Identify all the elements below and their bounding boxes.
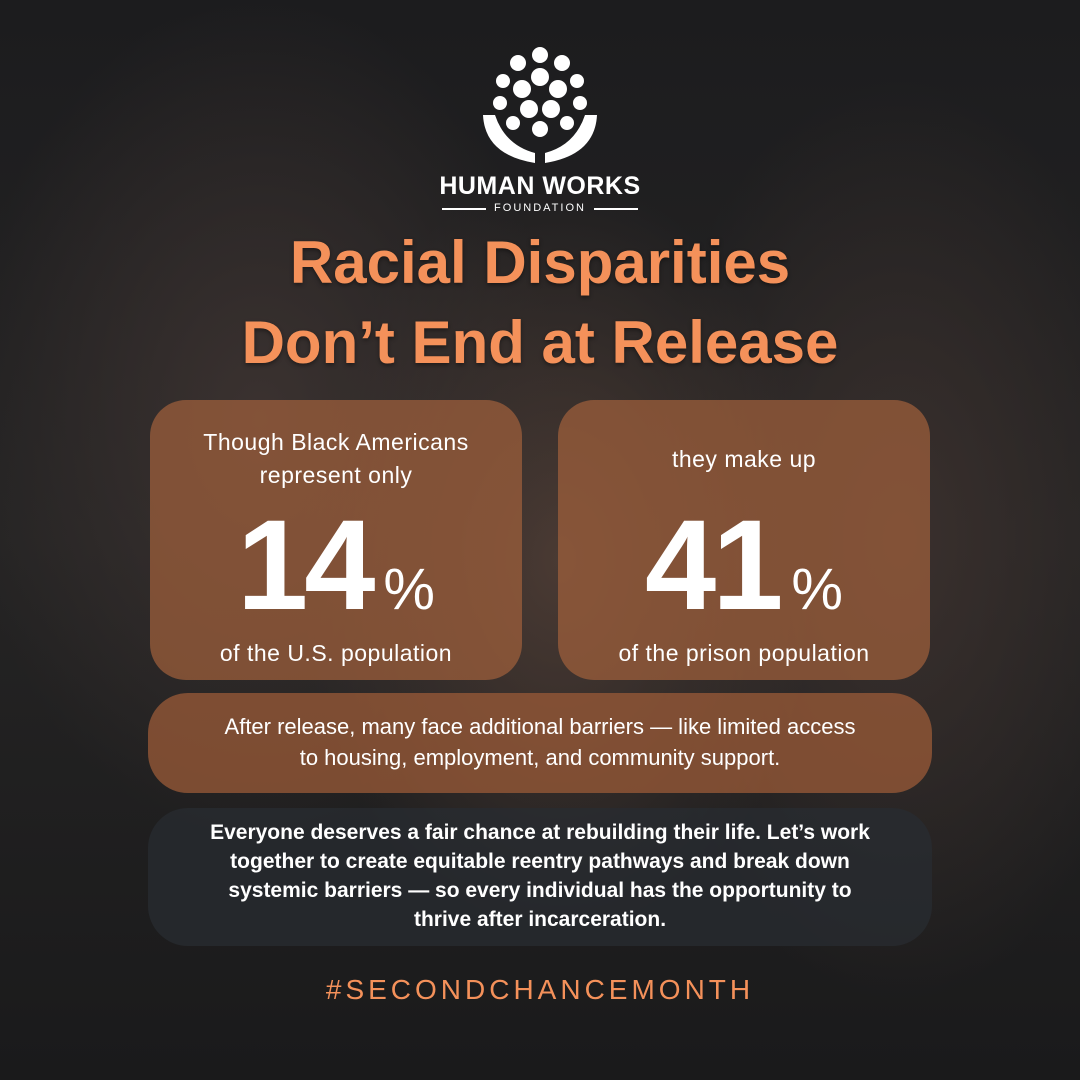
logo-mark: [483, 47, 597, 163]
stat-unit: %: [383, 557, 435, 622]
stat-value: 41: [645, 494, 783, 637]
logo-rule: [594, 208, 638, 210]
stat-number: 41%: [558, 492, 930, 639]
barriers-box: After release, many face additional barr…: [148, 693, 932, 793]
title-line: Racial Disparities: [289, 229, 791, 296]
title-line: Don’t End at Release: [241, 309, 839, 376]
cta-text: Everyone deserves a fair chance at rebui…: [210, 821, 870, 931]
logo-name: HUMAN WORKS: [439, 172, 641, 200]
stat-card: they make up 41% of the prison populatio…: [558, 400, 930, 680]
stat-intro: they make up: [671, 446, 817, 472]
stat-unit: %: [791, 557, 843, 622]
logo-rule: [442, 208, 486, 210]
barriers-text: After release, many face additional barr…: [224, 714, 856, 770]
hashtag: #SECONDCHANCEMONTH: [325, 974, 755, 1005]
stat-value: 14: [237, 494, 375, 637]
stat-caption: of the U.S. population: [219, 640, 453, 666]
stat-number: 14%: [150, 492, 522, 639]
stat-card: Though Black Americans represent only 14…: [150, 400, 522, 680]
stat-caption: of the prison population: [618, 640, 870, 666]
logo-subtitle: FOUNDATION: [494, 202, 586, 214]
stat-intro: Though Black Americans represent only: [203, 429, 469, 488]
cta-box: Everyone deserves a fair chance at rebui…: [148, 808, 932, 946]
